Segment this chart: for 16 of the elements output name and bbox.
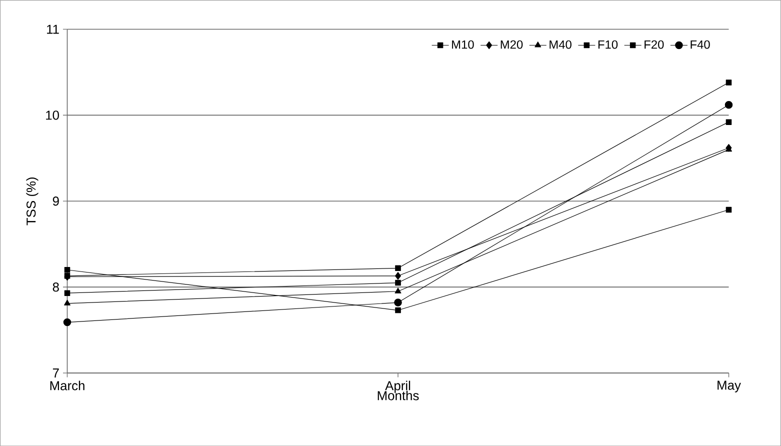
- legend-label: M10: [452, 40, 474, 49]
- x-tick-label: March: [50, 380, 84, 390]
- legend-label: F20: [644, 40, 664, 49]
- x-axis-title: Months: [378, 390, 419, 400]
- legend-label: F40: [690, 40, 710, 49]
- legend-label: M20: [500, 40, 523, 49]
- y-tick-label: 11: [47, 24, 59, 34]
- y-tick-label: 9: [52, 196, 59, 206]
- legend-label: F10: [598, 40, 618, 49]
- legend-label: M40: [550, 40, 572, 49]
- y-tick-label: 10: [46, 110, 59, 120]
- x-tick-label: April: [385, 380, 410, 393]
- x-tick-label: May: [718, 380, 741, 392]
- y-tick-label: 7: [52, 368, 59, 378]
- y-axis-title: TSS (%): [26, 177, 38, 226]
- y-tick-label: 8: [52, 282, 59, 292]
